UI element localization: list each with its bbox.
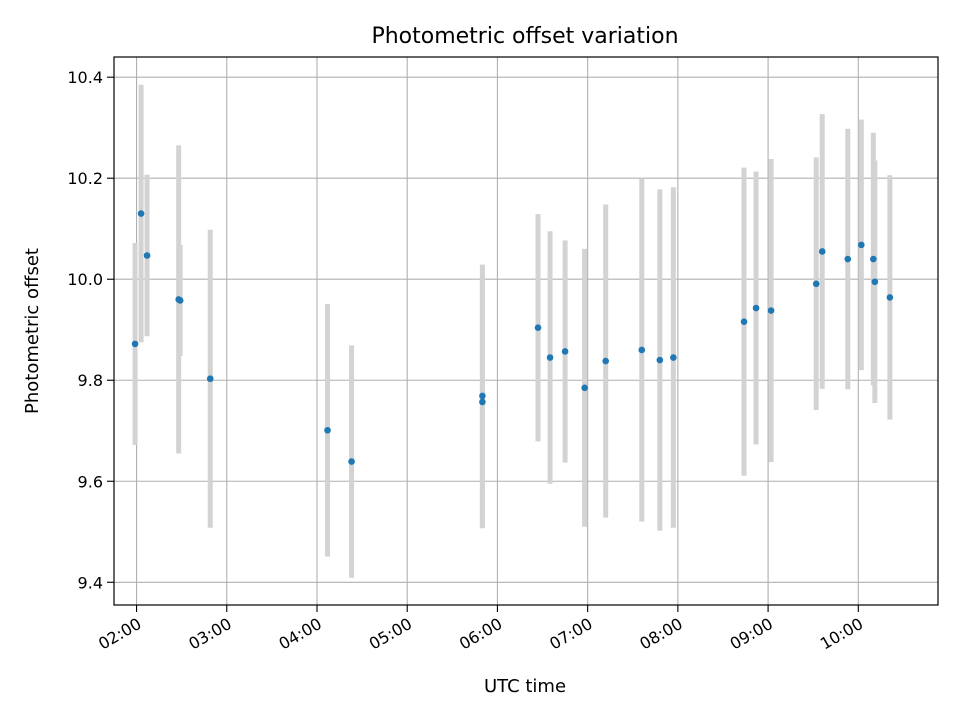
grid — [114, 57, 938, 605]
data-point — [546, 354, 554, 361]
data-point — [638, 346, 646, 354]
x-tick-label: 10:00 — [817, 614, 866, 654]
data-point — [137, 210, 145, 217]
y-tick-label: 9.8 — [78, 371, 103, 390]
x-tick-label: 05:00 — [366, 614, 415, 654]
x-tick-label: 06:00 — [456, 614, 505, 654]
data-point — [143, 252, 151, 259]
y-tick-label: 10.0 — [67, 270, 103, 289]
data-point — [844, 255, 852, 263]
x-tick-label: 02:00 — [95, 614, 144, 654]
data-point — [740, 318, 748, 325]
data-point — [581, 384, 588, 392]
data-point — [656, 356, 664, 364]
x-tick-label: 04:00 — [276, 614, 325, 654]
data-point — [348, 458, 355, 465]
data-point — [479, 398, 486, 406]
y-tick-label: 9.4 — [78, 573, 103, 592]
data-point — [131, 340, 139, 348]
data-point — [534, 324, 542, 332]
data-point — [818, 248, 826, 255]
data-point — [871, 278, 879, 286]
x-tick-label: 07:00 — [546, 614, 595, 654]
error-bars — [132, 84, 893, 578]
data-point — [324, 426, 331, 434]
data-point — [206, 375, 214, 383]
data-point — [870, 255, 877, 263]
x-axis-label: UTC time — [484, 676, 566, 697]
y-tick-label: 9.6 — [78, 472, 103, 491]
data-point — [479, 392, 486, 400]
x-tick-label: 03:00 — [185, 614, 234, 654]
data-point — [858, 241, 865, 249]
plot-frame — [113, 56, 939, 606]
data-point — [767, 307, 775, 314]
data-point — [561, 348, 569, 355]
x-tick-label: 09:00 — [727, 614, 776, 654]
data-point — [812, 280, 820, 288]
data-point — [670, 354, 677, 361]
y-tick-label: 10.4 — [67, 68, 103, 87]
data-point — [602, 357, 609, 365]
y-tick-label: 10.2 — [67, 169, 103, 188]
y-axis-label: Photometric offset — [22, 248, 43, 414]
x-tick-label: 08:00 — [636, 614, 685, 654]
data-point — [176, 297, 184, 304]
chart-title: Photometric offset variation — [371, 24, 678, 49]
data-points — [131, 210, 894, 465]
data-point — [886, 294, 894, 301]
data-point — [752, 304, 760, 312]
